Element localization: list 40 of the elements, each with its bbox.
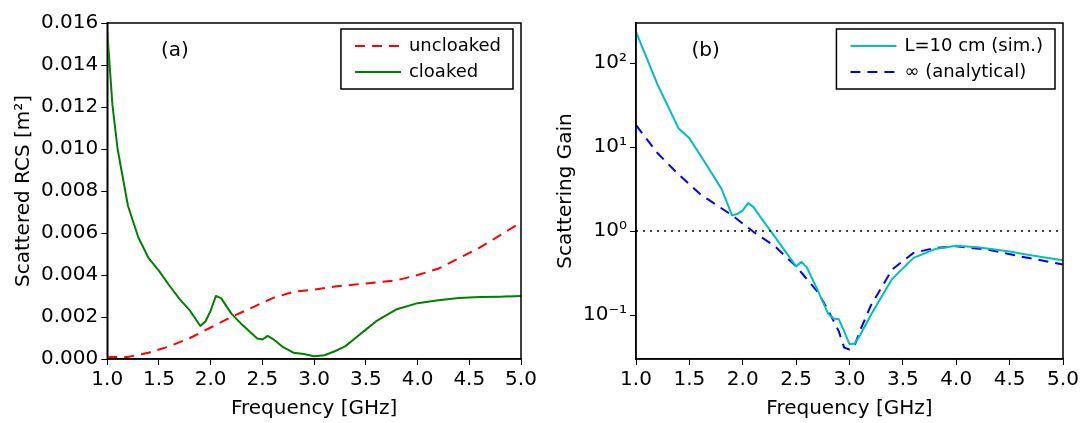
x-tick-label: 2.0: [726, 366, 759, 391]
legend-label: L=10 cm (sim.): [904, 33, 1044, 55]
x-tick-label: 4.5: [993, 366, 1026, 391]
y-tick-label: 0.006: [40, 219, 99, 244]
legend-label: uncloaked: [408, 33, 502, 55]
y-tick-label: 0.010: [40, 135, 99, 160]
x-tick-label: 4.0: [401, 366, 434, 391]
x-tick-label: 1.5: [143, 366, 175, 391]
legend-label: ∞ (analytical): [904, 59, 1027, 81]
annotation: (a): [161, 37, 189, 62]
y-axis-title: Scattering Gain: [552, 113, 577, 269]
x-tick-label: 2.5: [246, 366, 279, 391]
y-tick-label: 0.002: [40, 303, 99, 328]
x-tick-label: 3.5: [886, 366, 919, 391]
y-axis-title: Scattered RCS [m²]: [10, 94, 35, 288]
x-tick-label: 3.5: [349, 366, 382, 391]
y-tick-label: 0.016: [40, 9, 99, 34]
line-series: [636, 124, 1063, 351]
x-axis-title: Frequency [GHz]: [230, 395, 398, 420]
x-tick-label: 1.5: [673, 366, 706, 391]
x-axis-title: Frequency [GHz]: [766, 395, 933, 420]
legend-label: cloaked: [408, 59, 479, 81]
y-tick-label: 0.004: [40, 261, 99, 286]
y-tick-label: 10¹: [593, 133, 628, 158]
y-tick-label: 0.008: [40, 177, 99, 202]
x-tick-label: 2.0: [194, 366, 227, 391]
x-tick-label: 4.5: [453, 366, 486, 391]
annotation: (b): [691, 37, 720, 62]
x-tick-label: 5.0: [505, 366, 537, 391]
y-tick-label: 10⁻¹: [582, 301, 628, 326]
y-tick-label: 0.012: [40, 93, 99, 118]
x-tick-label: 3.0: [833, 366, 866, 391]
y-tick-label: 0.014: [40, 51, 99, 76]
y-tick-label: 10⁰: [593, 217, 628, 242]
x-tick-label: 5.0: [1047, 366, 1079, 391]
y-tick-label: 10²: [593, 49, 628, 74]
x-tick-label: 2.5: [780, 366, 813, 391]
x-tick-label: 4.0: [940, 366, 973, 391]
x-tick-label: 3.0: [298, 366, 331, 391]
x-tick-label: 1.0: [620, 366, 652, 391]
